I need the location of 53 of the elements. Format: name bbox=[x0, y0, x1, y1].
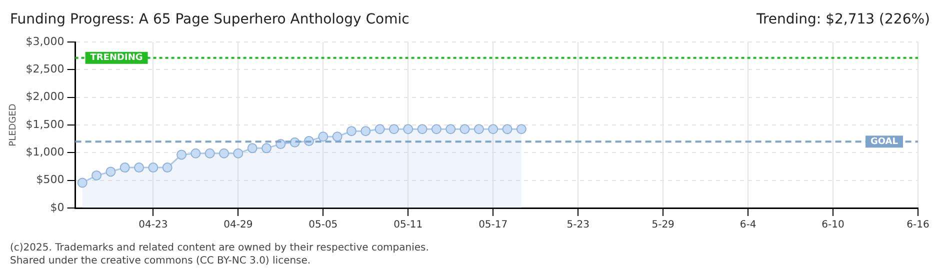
x-tick-label: 6-16 bbox=[906, 220, 930, 231]
point bbox=[190, 148, 201, 158]
point bbox=[120, 162, 130, 173]
point bbox=[474, 124, 484, 134]
x-tick-label: 04-29 bbox=[224, 220, 253, 231]
point bbox=[204, 148, 215, 158]
x-tick-label: 6-10 bbox=[822, 220, 844, 231]
point bbox=[446, 124, 456, 134]
text: (c)2025. Trademarks and related content are owned by their respective companies. bbox=[10, 242, 429, 254]
point bbox=[346, 126, 356, 136]
x-tick-label: 05-17 bbox=[478, 220, 508, 231]
x-tick-label: 05-05 bbox=[308, 220, 338, 231]
point bbox=[431, 124, 442, 134]
x-tick-label: 6-4 bbox=[740, 220, 756, 231]
x-tick-label: 5-23 bbox=[566, 220, 590, 231]
point bbox=[332, 132, 342, 142]
y-tick-label: $0 bbox=[50, 200, 64, 214]
point bbox=[261, 143, 272, 154]
y-tick-label: $3,000 bbox=[26, 34, 64, 48]
point bbox=[162, 162, 172, 173]
chart-title: Funding Progress: A 65 Page Superhero Anthology Comic bbox=[10, 12, 410, 28]
point bbox=[374, 124, 385, 134]
point bbox=[360, 126, 371, 136]
point bbox=[247, 143, 258, 154]
point bbox=[134, 162, 144, 173]
x-tick-label: 05-11 bbox=[394, 220, 423, 231]
point bbox=[403, 124, 414, 134]
point bbox=[92, 170, 102, 180]
point bbox=[460, 124, 470, 134]
x-tick-label: 5-29 bbox=[652, 220, 674, 231]
point bbox=[318, 132, 328, 142]
point bbox=[176, 150, 187, 160]
point bbox=[148, 162, 158, 173]
x-tick-label: 04-23 bbox=[138, 220, 168, 231]
y-tick-label: $2,500 bbox=[26, 62, 64, 76]
ref-line-label: TRENDING bbox=[90, 53, 143, 64]
y-axis-title: PLEDGED bbox=[8, 104, 19, 146]
y-tick-label: $500 bbox=[36, 173, 64, 186]
point bbox=[233, 148, 244, 158]
point bbox=[417, 124, 428, 134]
point bbox=[106, 166, 116, 177]
point bbox=[77, 178, 88, 188]
y-tick-label: $2,000 bbox=[26, 90, 64, 104]
text: Trending: $2,713 (226%) bbox=[755, 12, 930, 28]
point bbox=[488, 124, 498, 134]
ref-line-label: GOAL bbox=[870, 136, 898, 147]
text: Shared under the creative commons (CC BY-NC 3.0) license. bbox=[10, 256, 311, 267]
point bbox=[388, 124, 399, 134]
y-tick-label: $1,500 bbox=[26, 118, 64, 131]
point bbox=[502, 124, 512, 134]
y-tick-label: $1,000 bbox=[26, 146, 64, 159]
point bbox=[516, 124, 526, 134]
point bbox=[219, 148, 230, 158]
